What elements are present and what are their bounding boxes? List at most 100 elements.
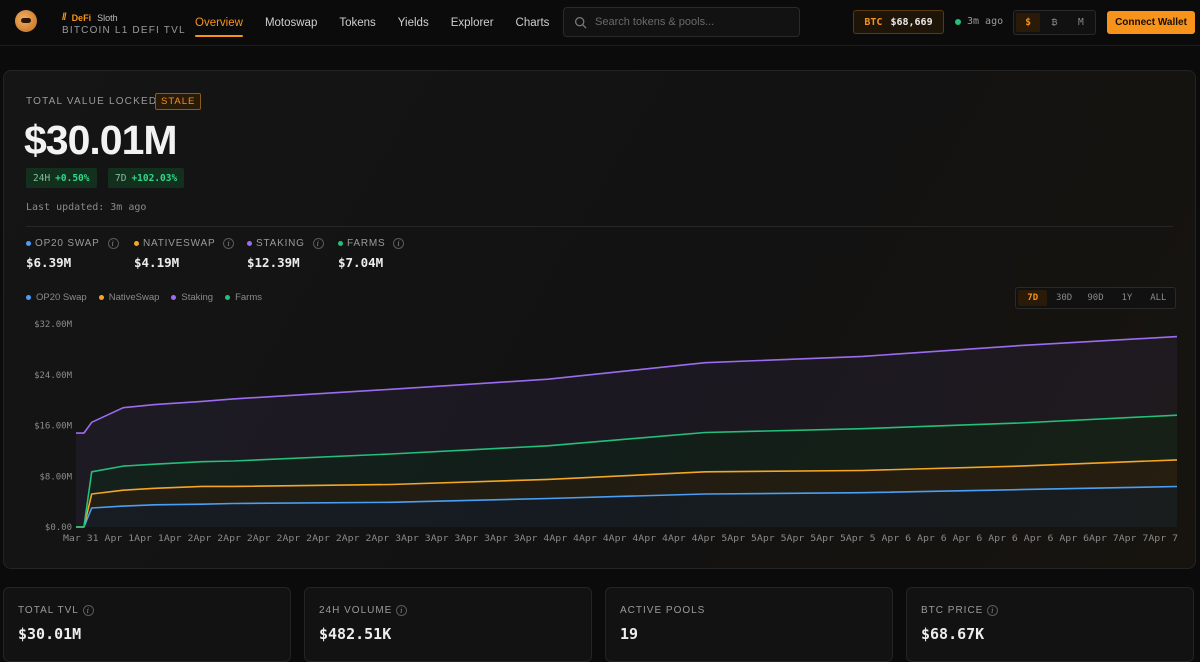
- nativeswap-dot-icon: [134, 241, 139, 246]
- stat-total-tvl-label: TOTAL TVL: [18, 605, 79, 616]
- legend-staking-label: Staking: [181, 292, 214, 303]
- change-7d-badge: 7D +102.03%: [108, 168, 185, 188]
- stat-24h-volume-value: $482.51K: [319, 625, 392, 643]
- line-op20-swap: [76, 485, 1178, 528]
- stat-active-pools-label: ACTIVE POOLS: [620, 605, 706, 616]
- breakdown-farms-label: FARMS: [347, 238, 386, 249]
- sloth-logo-icon[interactable]: [15, 10, 37, 32]
- legend-nativeswap[interactable]: NativeSwap: [98, 292, 160, 303]
- area-op20-swap: [76, 486, 1177, 527]
- change-24h-label: 24H: [33, 172, 51, 184]
- tvl-card: TOTAL VALUE LOCKED STALE $30.01M 24H +0.…: [3, 70, 1196, 569]
- brand-defi-label: DeFi: [71, 12, 92, 23]
- legend-farms[interactable]: Farms: [225, 292, 262, 303]
- chart-legend: OP20 Swap NativeSwap Staking Farms: [26, 292, 262, 303]
- divider: [26, 226, 1173, 227]
- btc-price-value: $68,669: [890, 16, 933, 28]
- range-30d[interactable]: 30D: [1055, 293, 1073, 303]
- brand-mark-icon: //: [62, 12, 66, 23]
- range-7d[interactable]: 7D: [1018, 290, 1048, 306]
- stat-btc-price-label: BTC PRICE: [921, 605, 984, 616]
- sync-status-text: 3m ago: [967, 16, 1004, 27]
- breakdown-farms-value: $7.04M: [338, 255, 384, 270]
- x-tick-labels: Mar 31 Apr 1Apr 1Apr 2Apr 2Apr 2Apr 2Apr…: [63, 534, 1178, 544]
- brand-tag: Sloth: [97, 12, 118, 23]
- info-icon[interactable]: i: [82, 605, 94, 616]
- legend-dot-icon: [98, 295, 104, 300]
- nav-explorer[interactable]: Explorer: [450, 17, 494, 29]
- farms-dot-icon: [338, 241, 343, 246]
- btc-price-label: BTC: [864, 16, 883, 28]
- legend-dot-icon: [26, 295, 31, 300]
- tvl-value: $30.01M: [24, 117, 178, 163]
- breakdown-op20: OP20 SWAP i $6.39M: [26, 238, 119, 270]
- stat-total-tvl-value: $30.01M: [18, 625, 82, 643]
- legend-op20[interactable]: OP20 Swap: [26, 292, 87, 303]
- y-tick-label: $32.00M: [34, 320, 73, 330]
- area-farms: [76, 415, 1177, 527]
- currency-btc-button[interactable]: ₿: [1051, 17, 1058, 28]
- legend-dot-icon: [171, 295, 177, 300]
- area-nativeswap: [76, 459, 1177, 527]
- change-24h-badge: 24H +0.50%: [26, 168, 97, 188]
- stat-active-pools: ACTIVE POOLS 19: [605, 587, 893, 662]
- nav-yields[interactable]: Yields: [397, 17, 429, 29]
- info-icon[interactable]: i: [393, 238, 405, 249]
- info-icon[interactable]: i: [396, 605, 408, 616]
- op20-dot-icon: [26, 241, 31, 246]
- breakdown-op20-value: $6.39M: [26, 255, 72, 270]
- breakdown-nativeswap-label: NATIVESWAP: [143, 238, 216, 249]
- stat-btc-price-value: $68.67K: [921, 625, 985, 643]
- stat-active-pools-value: 19: [620, 625, 639, 643]
- sync-status: 3m ago: [955, 16, 1003, 27]
- connect-wallet-button[interactable]: Connect Wallet: [1107, 11, 1195, 34]
- range-1y[interactable]: 1Y: [1121, 293, 1133, 303]
- y-tick-label: $16.00M: [34, 422, 73, 432]
- info-icon[interactable]: i: [312, 238, 324, 249]
- line-farms: [76, 414, 1178, 528]
- y-tick-label: $24.00M: [34, 371, 73, 381]
- btc-price-pill[interactable]: BTC $68,669: [853, 10, 944, 34]
- change-7d-value: +102.03%: [131, 172, 178, 184]
- search-box[interactable]: [563, 7, 800, 37]
- main-nav: Overview Motoswap Tokens Yields Explorer…: [186, 0, 562, 46]
- nav-motoswap[interactable]: Motoswap: [264, 17, 318, 29]
- legend-dot-icon: [225, 295, 231, 300]
- legend-staking[interactable]: Staking: [171, 292, 213, 303]
- stat-btc-price: BTC PRICE i $68.67K: [906, 587, 1194, 662]
- brand-subtitle: BITCOIN L1 DEFI TVL: [62, 25, 186, 36]
- area-staking: [76, 336, 1177, 527]
- currency-m-button[interactable]: M: [1077, 17, 1084, 28]
- info-icon[interactable]: i: [223, 238, 235, 249]
- search-input[interactable]: [595, 16, 785, 28]
- breakdown-staking: STAKING i $12.39M: [247, 238, 324, 270]
- info-icon[interactable]: i: [107, 238, 119, 249]
- line-nativeswap: [76, 459, 1178, 528]
- nav-overview[interactable]: Overview: [186, 0, 252, 46]
- y-tick-label: $0.00: [45, 523, 72, 533]
- tvl-label: TOTAL VALUE LOCKED: [26, 96, 158, 107]
- brand[interactable]: // DeFi Sloth BITCOIN L1 DEFI TVL: [62, 12, 186, 36]
- last-updated: Last updated: 3m ago: [26, 202, 147, 213]
- breakdown-staking-label: STAKING: [256, 238, 305, 249]
- range-all[interactable]: ALL: [1150, 293, 1167, 303]
- breakdown-op20-label: OP20 SWAP: [35, 238, 100, 249]
- legend-op20-label: OP20 Swap: [36, 292, 87, 303]
- info-icon[interactable]: i: [987, 605, 999, 616]
- breakdown-nativeswap-value: $4.19M: [134, 255, 180, 270]
- change-24h-value: +0.50%: [55, 172, 90, 184]
- currency-usd-button[interactable]: $: [1016, 13, 1041, 32]
- nav-tokens[interactable]: Tokens: [339, 17, 376, 29]
- legend-nativeswap-label: NativeSwap: [108, 292, 160, 303]
- range-90d[interactable]: 90D: [1087, 293, 1104, 303]
- stat-24h-volume: 24H VOLUME i $482.51K: [304, 587, 592, 662]
- change-7d-label: 7D: [115, 172, 127, 184]
- staking-dot-icon: [247, 241, 252, 246]
- tvl-chart[interactable]: $0.00 $8.00M $16.00M $24.00M $32.00M Mar 31 A…: [4, 311, 1197, 547]
- nav-charts[interactable]: Charts: [515, 17, 550, 29]
- line-staking: [76, 335, 1178, 434]
- legend-farms-label: Farms: [235, 292, 263, 303]
- breakdown-staking-value: $12.39M: [247, 255, 300, 270]
- status-dot-icon: [955, 18, 961, 25]
- breakdown-farms: FARMS i $7.04M: [338, 238, 405, 270]
